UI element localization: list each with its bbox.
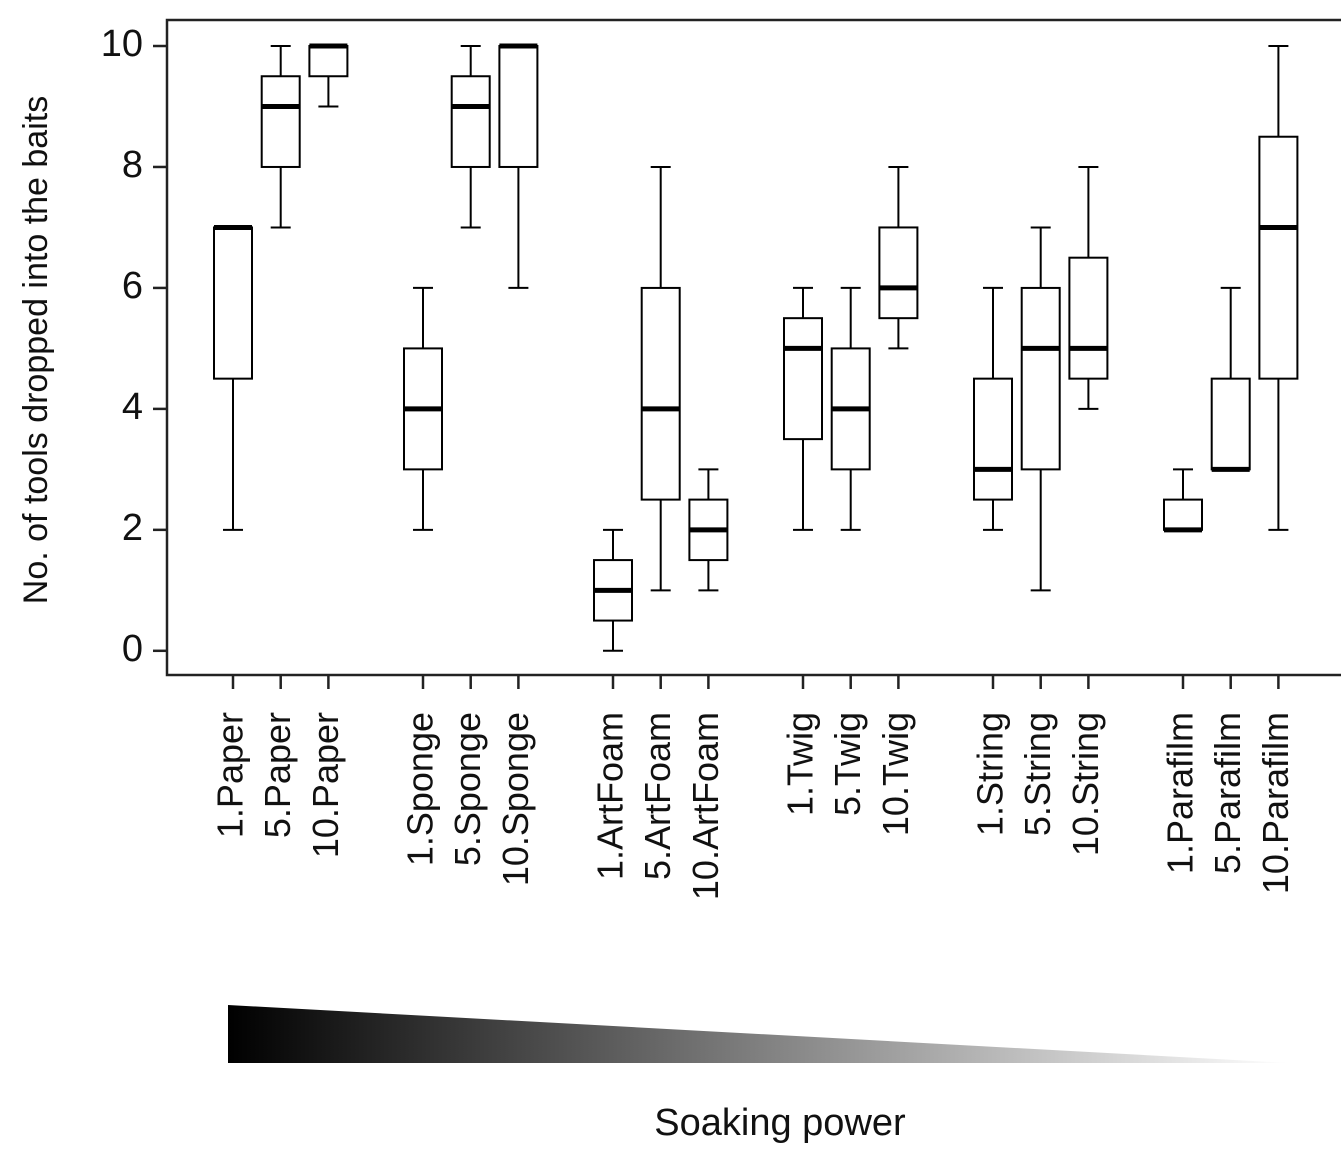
box	[878, 226, 919, 320]
x-tick-label: 1.String	[970, 712, 1011, 836]
x-tick-label: 10.Sponge	[495, 712, 536, 886]
x-tick-label: 5.String	[1017, 712, 1058, 836]
box	[260, 75, 301, 168]
y-tick-label: 8	[122, 144, 143, 186]
x-tick-label: 1.Sponge	[400, 712, 441, 866]
y-tick-label: 4	[122, 386, 143, 428]
x-tick-label: 10.Twig	[875, 712, 916, 836]
x-tick-label: 10.ArtFoam	[685, 712, 726, 900]
box	[1020, 286, 1061, 471]
y-tick-label: 10	[101, 23, 143, 65]
box	[1258, 135, 1299, 380]
x-tick-label: 10.String	[1065, 712, 1106, 856]
box	[973, 377, 1013, 501]
x-tick-label: 5.Twig	[827, 712, 868, 816]
box	[498, 45, 539, 168]
y-axis-title: No. of tools dropped into the baits	[17, 96, 55, 604]
x-tick-label: 5.Paper	[257, 712, 298, 838]
y-tick-label: 2	[122, 507, 143, 549]
box	[1068, 256, 1109, 380]
box	[1163, 498, 1203, 531]
box	[308, 45, 349, 78]
y-tick-label: 6	[122, 265, 143, 307]
x-tick-label: 5.ArtFoam	[637, 712, 678, 880]
x-tick-label: 1.Twig	[780, 712, 821, 816]
box	[213, 226, 253, 380]
box	[640, 286, 681, 501]
box	[450, 75, 491, 168]
x-tick-label: 1.Paper	[210, 712, 251, 838]
box	[783, 317, 823, 441]
x-tick-label: 5.Sponge	[447, 712, 488, 866]
box	[1210, 377, 1251, 471]
soaking-gradient	[228, 1005, 1290, 1063]
x-tick-label: 5.Parafilm	[1207, 712, 1248, 874]
y-tick-label: 0	[122, 628, 143, 670]
x-tick-label: 1.ArtFoam	[590, 712, 631, 880]
x-tick-label: 10.Paper	[305, 712, 346, 858]
x-tick-label: 10.Parafilm	[1255, 712, 1296, 894]
x-axis-title: Soaking power	[654, 1102, 906, 1144]
plot-frame	[165, 18, 1341, 677]
x-tick-label: 1.Parafilm	[1160, 712, 1201, 874]
